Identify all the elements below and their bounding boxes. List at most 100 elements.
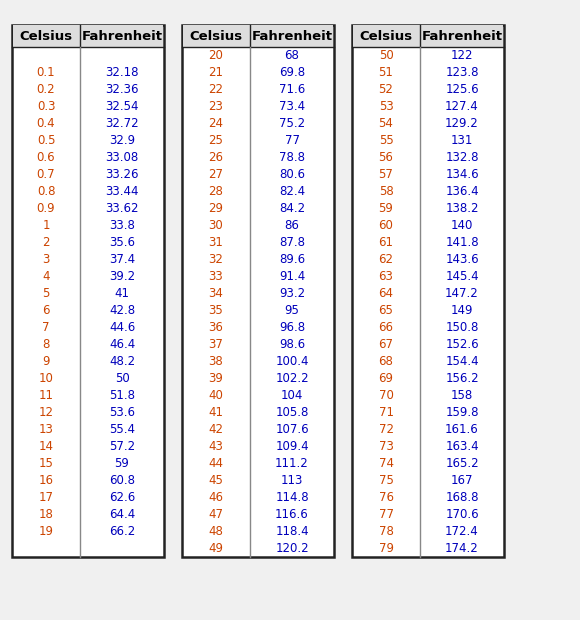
Text: 65: 65 (379, 304, 393, 317)
Text: 89.6: 89.6 (279, 253, 305, 266)
Text: 64: 64 (379, 287, 393, 300)
Text: 0.3: 0.3 (37, 100, 55, 113)
Text: 127.4: 127.4 (445, 100, 479, 113)
Text: 57: 57 (379, 168, 393, 181)
Text: 163.4: 163.4 (445, 440, 479, 453)
Text: 116.6: 116.6 (275, 508, 309, 521)
Text: 69.8: 69.8 (279, 66, 305, 79)
Text: 138.2: 138.2 (445, 202, 478, 215)
Text: 68: 68 (379, 355, 393, 368)
Text: 16: 16 (38, 474, 53, 487)
Text: 45: 45 (209, 474, 223, 487)
Text: 87.8: 87.8 (279, 236, 305, 249)
Text: 131: 131 (451, 134, 473, 147)
Text: 70: 70 (379, 389, 393, 402)
Text: 0.6: 0.6 (37, 151, 55, 164)
Text: 158: 158 (451, 389, 473, 402)
Text: 111.2: 111.2 (275, 457, 309, 470)
Text: 168.8: 168.8 (445, 491, 478, 504)
Text: 3: 3 (42, 253, 50, 266)
Text: 34: 34 (209, 287, 223, 300)
Text: 67: 67 (379, 338, 393, 351)
Text: 51.8: 51.8 (109, 389, 135, 402)
Text: 95: 95 (285, 304, 299, 317)
Text: 41: 41 (114, 287, 129, 300)
Text: 57.2: 57.2 (109, 440, 135, 453)
Text: 37.4: 37.4 (109, 253, 135, 266)
Text: 136.4: 136.4 (445, 185, 479, 198)
Text: 91.4: 91.4 (279, 270, 305, 283)
Text: 73.4: 73.4 (279, 100, 305, 113)
Text: 93.2: 93.2 (279, 287, 305, 300)
Text: 56: 56 (379, 151, 393, 164)
Text: 80.6: 80.6 (279, 168, 305, 181)
Text: 33.26: 33.26 (105, 168, 139, 181)
Text: 59: 59 (379, 202, 393, 215)
Text: 143.6: 143.6 (445, 253, 479, 266)
Text: 35: 35 (209, 304, 223, 317)
Text: 125.6: 125.6 (445, 83, 479, 96)
Bar (353, 25, 503, 47)
Text: 32.72: 32.72 (105, 117, 139, 130)
Text: 53: 53 (379, 100, 393, 113)
Text: 42: 42 (208, 423, 223, 436)
Text: 154.4: 154.4 (445, 355, 479, 368)
Text: 32.18: 32.18 (105, 66, 139, 79)
Bar (182, 25, 334, 557)
Text: 0.5: 0.5 (37, 134, 55, 147)
Text: 25: 25 (209, 134, 223, 147)
Text: 104: 104 (281, 389, 303, 402)
Text: 26: 26 (208, 151, 223, 164)
Text: 15: 15 (38, 457, 53, 470)
Text: 35.6: 35.6 (109, 236, 135, 249)
Text: 69: 69 (379, 372, 393, 385)
Text: 0.7: 0.7 (37, 168, 55, 181)
Text: 100.4: 100.4 (276, 355, 309, 368)
Text: 46.4: 46.4 (109, 338, 135, 351)
Text: Celsius: Celsius (20, 30, 72, 43)
Text: 31: 31 (209, 236, 223, 249)
Text: 134.6: 134.6 (445, 168, 479, 181)
Text: 32.9: 32.9 (109, 134, 135, 147)
Text: 63: 63 (379, 270, 393, 283)
Text: 9: 9 (42, 355, 50, 368)
Text: 33.08: 33.08 (106, 151, 139, 164)
Text: Celsius: Celsius (190, 30, 242, 43)
Text: 68: 68 (285, 49, 299, 62)
Text: 5: 5 (42, 287, 50, 300)
Text: 113: 113 (281, 474, 303, 487)
Text: 123.8: 123.8 (445, 66, 478, 79)
Text: 42.8: 42.8 (109, 304, 135, 317)
Text: 50: 50 (115, 372, 129, 385)
Text: 36: 36 (209, 321, 223, 334)
Text: 77: 77 (379, 508, 393, 521)
Text: Fahrenheit: Fahrenheit (82, 30, 162, 43)
Text: 172.4: 172.4 (445, 525, 479, 538)
Text: 4: 4 (42, 270, 50, 283)
Text: 170.6: 170.6 (445, 508, 479, 521)
Text: 14: 14 (38, 440, 53, 453)
Text: 140: 140 (451, 219, 473, 232)
Text: 86: 86 (285, 219, 299, 232)
Text: 60.8: 60.8 (109, 474, 135, 487)
Text: 11: 11 (38, 389, 53, 402)
Text: 78.8: 78.8 (279, 151, 305, 164)
Text: 33.44: 33.44 (105, 185, 139, 198)
Text: 28: 28 (209, 185, 223, 198)
Text: 44.6: 44.6 (109, 321, 135, 334)
Text: 27: 27 (208, 168, 223, 181)
Text: 71.6: 71.6 (279, 83, 305, 96)
Text: 17: 17 (38, 491, 53, 504)
Text: 19: 19 (38, 525, 53, 538)
Text: 66: 66 (379, 321, 393, 334)
Text: 114.8: 114.8 (275, 491, 309, 504)
Text: 129.2: 129.2 (445, 117, 479, 130)
Text: 47: 47 (208, 508, 223, 521)
Text: 165.2: 165.2 (445, 457, 479, 470)
Text: 107.6: 107.6 (275, 423, 309, 436)
Text: 40: 40 (209, 389, 223, 402)
Text: 132.8: 132.8 (445, 151, 478, 164)
Text: 79: 79 (379, 542, 393, 555)
Text: Fahrenheit: Fahrenheit (422, 30, 502, 43)
Text: 102.2: 102.2 (275, 372, 309, 385)
